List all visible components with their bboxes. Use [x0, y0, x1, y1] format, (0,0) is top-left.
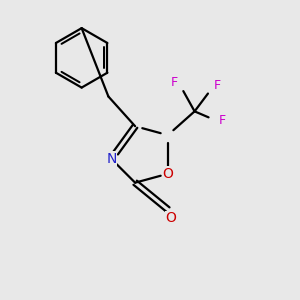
Text: F: F — [171, 76, 178, 89]
Text: F: F — [218, 114, 226, 127]
Text: F: F — [214, 79, 221, 92]
Text: N: N — [106, 152, 116, 166]
Text: O: O — [162, 167, 173, 181]
Text: O: O — [165, 212, 176, 225]
